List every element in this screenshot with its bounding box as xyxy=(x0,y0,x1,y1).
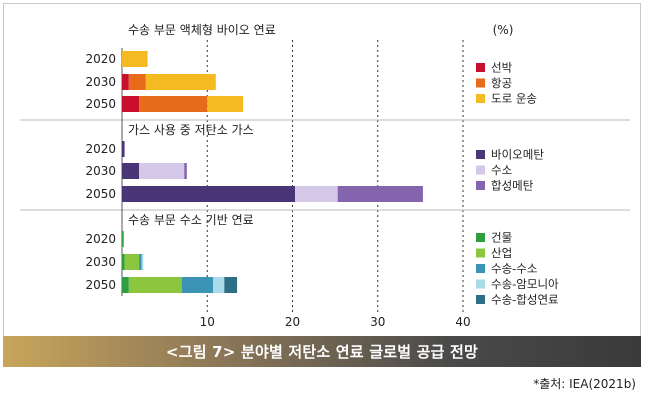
panel-title: 수송 부문 수소 기반 연료 xyxy=(128,213,254,227)
bar-segment-수송-암모니아-2030 xyxy=(141,254,144,270)
category-label: 2050 xyxy=(85,187,116,201)
x-tick-label: 40 xyxy=(455,315,470,329)
source-note: *출처: IEA(2021b) xyxy=(533,377,636,391)
legend-label: 수송-암모니아 xyxy=(491,277,559,291)
x-tick-label: 10 xyxy=(200,315,215,329)
bar-segment-건물-2020 xyxy=(122,231,124,247)
x-tick-label: 20 xyxy=(285,315,300,329)
bar-segment-수송-합성연료-2050 xyxy=(224,277,238,293)
legend-label: 항공 xyxy=(491,76,512,90)
figure-caption: <그림 7> 분야별 저탄소 연료 글로벌 공급 전망 xyxy=(165,343,479,361)
legend-label: 수송-합성연료 xyxy=(491,293,559,307)
legend-swatch xyxy=(476,165,485,175)
bar-segment-도로 운송-2030 xyxy=(145,74,216,90)
category-label: 2050 xyxy=(85,278,116,292)
legend-swatch xyxy=(476,150,485,159)
x-tick-label: 30 xyxy=(370,315,385,329)
category-label: 2020 xyxy=(85,142,116,156)
bar-segment-합성메탄-2050 xyxy=(337,186,423,202)
bar-segment-수송-수소-2030 xyxy=(139,254,142,270)
bar-segment-수송-암모니아-2050 xyxy=(213,277,225,293)
bar-segment-수송-수소-2050 xyxy=(181,277,214,293)
legend-swatch xyxy=(476,295,485,304)
bar-segment-바이오메탄-2020 xyxy=(122,141,125,157)
bar-segment-수소-2050 xyxy=(295,186,338,202)
unit-label: (%) xyxy=(493,23,514,37)
bar-segment-도로 운송-2020 xyxy=(122,51,148,67)
legend-swatch xyxy=(476,63,485,72)
bar-segment-선박-2030 xyxy=(122,74,129,90)
legend-label: 건물 xyxy=(491,231,512,245)
bar-segment-건물-2030 xyxy=(122,254,125,270)
category-label: 2020 xyxy=(85,52,116,66)
legend-swatch xyxy=(476,181,485,190)
chart-frame xyxy=(3,3,641,367)
bar-segment-합성메탄-2030 xyxy=(184,163,187,179)
bar-segment-도로 운송-2050 xyxy=(207,96,244,112)
legend-label: 수송-수소 xyxy=(491,262,537,276)
legend-label: 선박 xyxy=(491,61,513,75)
legend-label: 도로 운송 xyxy=(491,92,537,106)
legend-swatch xyxy=(476,248,485,258)
legend-label: 바이오메탄 xyxy=(491,148,544,162)
legend-label: 산업 xyxy=(491,246,512,260)
legend-label: 합성메탄 xyxy=(491,179,534,193)
bar-segment-건물-2050 xyxy=(122,277,129,293)
legend-swatch xyxy=(476,233,485,242)
legend-swatch xyxy=(476,94,485,103)
category-label: 2020 xyxy=(85,232,116,246)
category-label: 2030 xyxy=(85,75,116,89)
bar-segment-산업-2050 xyxy=(128,277,182,293)
bar-segment-수소-2030 xyxy=(139,163,185,179)
legend-label: 수소 xyxy=(491,163,512,177)
legend-swatch xyxy=(476,264,485,273)
bar-segment-바이오메탄-2030 xyxy=(122,163,140,179)
category-label: 2030 xyxy=(85,164,116,178)
bar-segment-항공-2050 xyxy=(139,96,208,112)
figure-caption-band: <그림 7> 분야별 저탄소 연료 글로벌 공급 전망 xyxy=(3,336,641,367)
bar-segment-항공-2030 xyxy=(128,74,146,90)
bar-segment-바이오메탄-2050 xyxy=(122,186,296,202)
legend-swatch xyxy=(476,279,485,289)
bar-segment-선박-2050 xyxy=(122,96,140,112)
legend-swatch xyxy=(476,78,485,88)
panel-title: 수송 부문 액체형 바이오 연료 xyxy=(128,23,276,37)
bar-segment-산업-2030 xyxy=(124,254,140,270)
panel-title: 가스 사용 중 저탄소 가스 xyxy=(128,123,254,137)
category-label: 2030 xyxy=(85,255,116,269)
category-label: 2050 xyxy=(85,97,116,111)
